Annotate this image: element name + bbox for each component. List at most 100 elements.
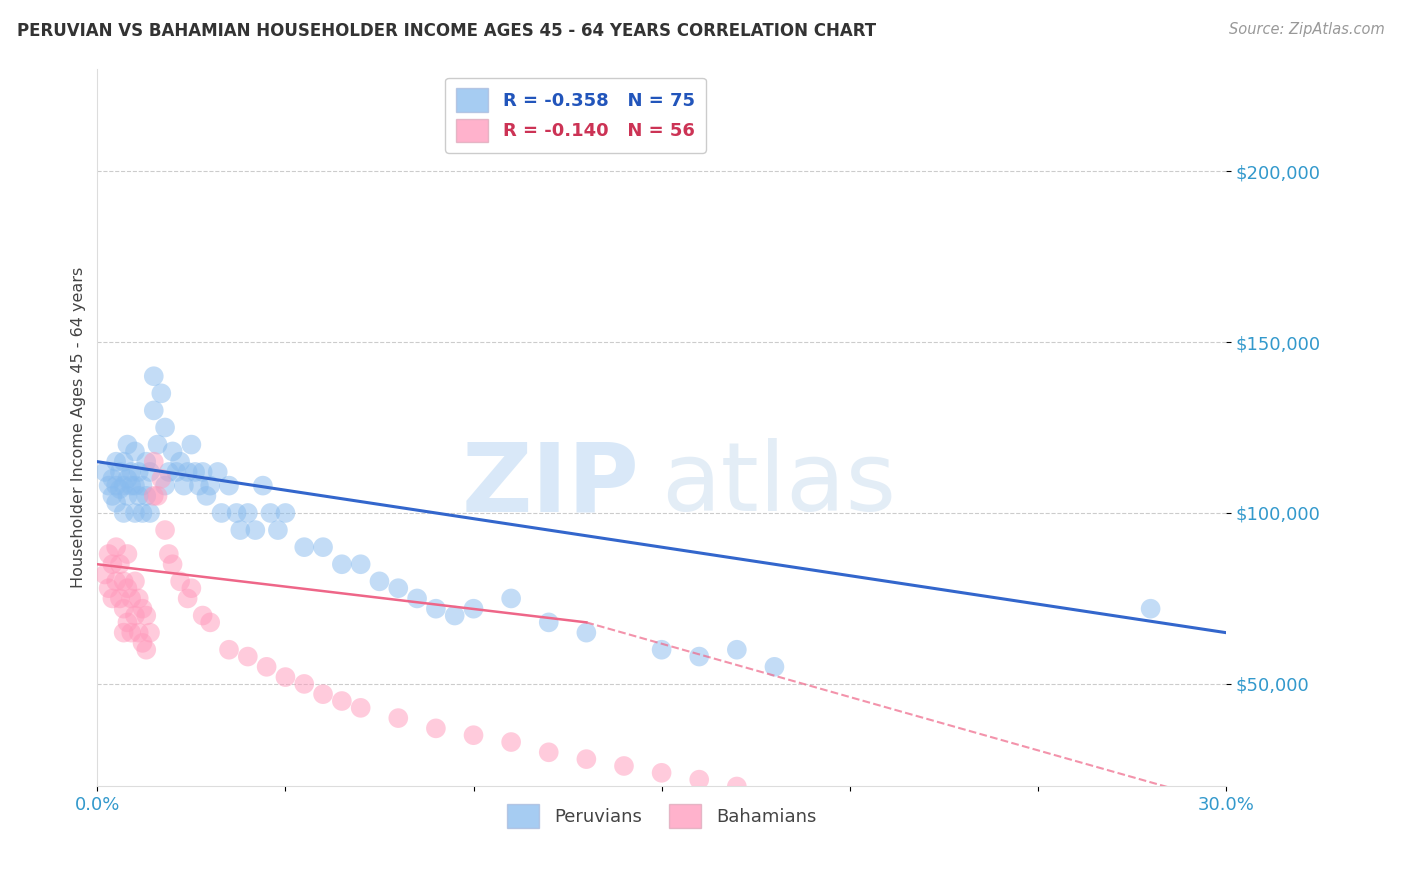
Point [153,523,176,537]
Point [387,581,409,595]
Point [274,670,297,684]
Point [350,558,373,572]
Point [101,591,124,606]
Point [236,506,259,520]
Point [105,455,128,469]
Point [157,465,180,479]
Point [97,478,120,492]
Point [112,574,135,589]
Y-axis label: Householder Income Ages 45 - 64 years: Householder Income Ages 45 - 64 years [72,267,86,588]
Point [162,558,184,572]
Point [725,780,748,794]
Point [117,581,139,595]
Point [142,369,165,384]
Point [218,478,240,492]
Point [94,465,117,479]
Point [613,759,636,773]
Point [139,465,162,479]
Point [292,540,315,554]
Point [406,591,429,606]
Point [191,608,214,623]
Point [575,752,598,766]
Point [124,506,146,520]
Point [267,523,290,537]
Point [108,482,131,496]
Point [135,642,157,657]
Point [169,574,191,589]
Point [725,642,748,657]
Point [312,687,335,701]
Point [463,728,485,742]
Point [176,465,198,479]
Point [139,625,162,640]
Point [425,601,447,615]
Point [117,437,139,451]
Point [112,601,135,615]
Point [211,506,233,520]
Point [150,386,173,401]
Point [128,625,150,640]
Point [537,745,560,759]
Point [120,591,142,606]
Point [124,444,146,458]
Point [184,465,207,479]
Point [128,591,150,606]
Point [120,625,142,640]
Point [180,581,202,595]
Point [105,574,128,589]
Point [112,625,135,640]
Point [124,478,146,492]
Point [200,478,222,492]
Point [200,615,222,630]
Point [187,478,209,492]
Point [312,540,335,554]
Point [169,455,191,469]
Point [236,649,259,664]
Point [176,591,198,606]
Point [292,677,315,691]
Point [135,608,157,623]
Text: Source: ZipAtlas.com: Source: ZipAtlas.com [1229,22,1385,37]
Point [128,489,150,503]
Point [131,506,153,520]
Point [651,642,673,657]
Point [146,489,169,503]
Point [117,547,139,561]
Point [101,558,124,572]
Point [105,478,128,492]
Point [443,608,465,623]
Legend: Peruvians, Bahamians: Peruvians, Bahamians [499,797,824,835]
Point [501,591,523,606]
Point [330,558,353,572]
Point [425,722,447,736]
Point [120,465,142,479]
Point [180,437,202,451]
Point [135,489,157,503]
Point [191,465,214,479]
Point [330,694,353,708]
Point [131,601,153,615]
Point [688,649,710,664]
Point [131,478,153,492]
Point [229,523,252,537]
Point [350,701,373,715]
Point [117,472,139,486]
Point [463,601,485,615]
Point [101,489,124,503]
Point [112,455,135,469]
Point [112,478,135,492]
Point [124,574,146,589]
Point [128,465,150,479]
Point [117,489,139,503]
Point [142,403,165,417]
Point [153,420,176,434]
Point [108,558,131,572]
Point [259,506,281,520]
Point [501,735,523,749]
Point [153,478,176,492]
Point [165,465,187,479]
Point [688,772,710,787]
Point [142,489,165,503]
Point [763,660,786,674]
Point [146,437,169,451]
